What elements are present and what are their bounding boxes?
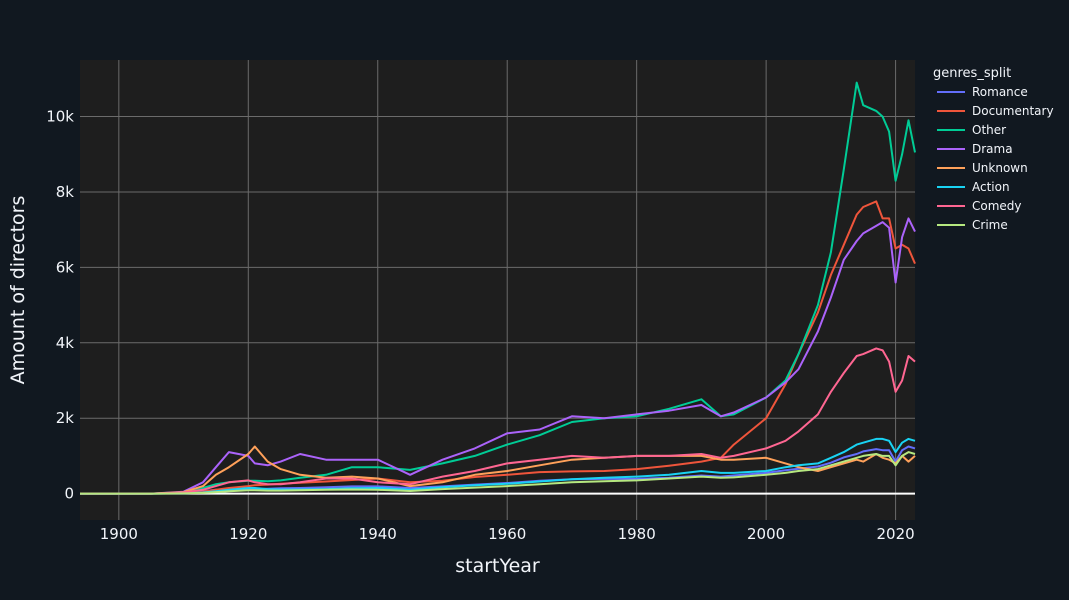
series-line-unknown: [80, 445, 916, 495]
legend-item-action[interactable]: Action: [937, 180, 1010, 194]
series-line-crime: [80, 451, 916, 495]
plot-background: [80, 60, 915, 520]
x-tick-labels: 1900 1920 1940 1960 1980 2000 2020: [100, 525, 915, 543]
legend-label: Comedy: [972, 199, 1022, 213]
series-line-documentary: [80, 200, 916, 495]
y-tick-label: 0: [64, 485, 74, 503]
x-tick-label: 1960: [488, 525, 526, 543]
legend-label: Action: [972, 180, 1010, 194]
legend-label: Drama: [972, 142, 1013, 156]
y-axis-title: Amount of directors: [7, 196, 29, 385]
y-tick-labels: 0 2k 4k 6k 8k 10k: [46, 108, 74, 503]
legend-item-documentary[interactable]: Documentary: [937, 104, 1054, 118]
x-tick-label: 2000: [747, 525, 785, 543]
legend-label: Unknown: [972, 161, 1028, 175]
series-line-comedy: [80, 347, 916, 495]
legend-item-comedy[interactable]: Comedy: [937, 199, 1022, 213]
y-tick-label: 6k: [56, 258, 75, 276]
legend-item-crime[interactable]: Crime: [937, 218, 1008, 232]
legend-title: genres_split: [933, 66, 1011, 81]
x-tick-label: 1920: [229, 525, 267, 543]
y-tick-label: 4k: [56, 334, 75, 352]
y-tick-label: 2k: [56, 409, 75, 427]
x-tick-label: 1980: [618, 525, 656, 543]
legend-item-drama[interactable]: Drama: [937, 142, 1013, 156]
y-gridlines: [80, 116, 915, 419]
series-line-action: [80, 437, 916, 495]
legend-label: Crime: [972, 218, 1008, 232]
legend-label: Romance: [972, 85, 1028, 99]
x-tick-label: 2020: [876, 525, 914, 543]
x-axis-title: startYear: [455, 555, 540, 577]
legend-label: Documentary: [972, 104, 1054, 118]
y-tick-label: 8k: [56, 183, 75, 201]
legend-items[interactable]: Romance Documentary Other Drama Unknown Actio…: [937, 85, 1054, 232]
legend-label: Other: [972, 123, 1006, 137]
legend-item-unknown[interactable]: Unknown: [937, 161, 1028, 175]
x-tick-label: 1940: [359, 525, 397, 543]
y-tick-label: 10k: [46, 108, 74, 126]
legend-item-romance[interactable]: Romance: [937, 85, 1028, 99]
legend[interactable]: genres_split Romance Documentary Other Dram…: [933, 66, 1054, 232]
x-tick-label: 1900: [100, 525, 138, 543]
legend-item-other[interactable]: Other: [937, 123, 1006, 137]
series-lines: [80, 81, 916, 495]
x-gridlines: [118, 60, 897, 520]
